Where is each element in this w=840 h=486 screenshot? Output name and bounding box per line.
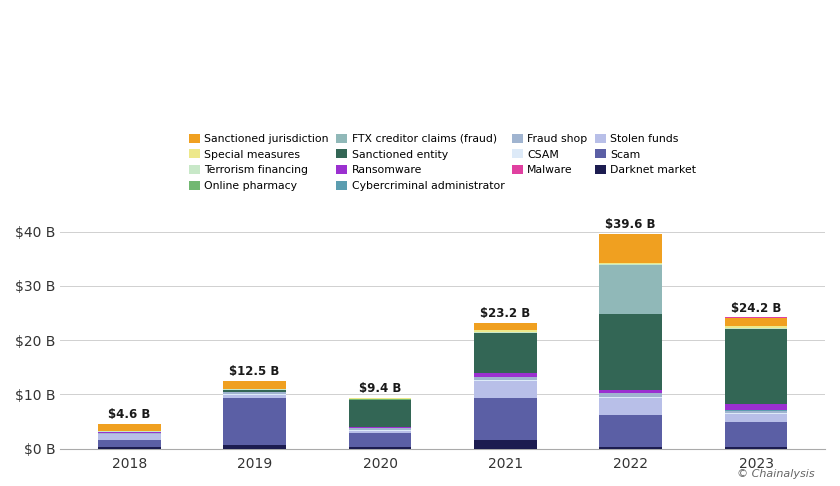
Bar [600,394,662,397]
Text: $39.6 B: $39.6 B [606,218,656,231]
Legend: Sanctioned jurisdiction, Special measures, Terrorism financing, Online pharmacy,: Sanctioned jurisdiction, Special measure… [185,129,701,195]
Bar [474,331,537,333]
Bar [725,328,787,329]
Bar [725,404,787,410]
Bar [223,392,286,395]
Bar [600,234,662,263]
Text: $9.4 B: $9.4 B [359,382,402,395]
Bar [600,313,662,390]
Bar [98,447,160,449]
Bar [98,431,160,432]
Bar [98,434,160,440]
Bar [725,410,787,411]
Bar [223,395,286,398]
Bar [725,414,787,422]
Bar [474,373,537,377]
Bar [349,430,412,431]
Bar [600,447,662,449]
Bar [98,424,160,431]
Bar [600,263,662,264]
Bar [600,390,662,393]
Bar [223,381,286,389]
Bar [474,377,537,380]
Text: $4.6 B: $4.6 B [108,408,150,421]
Text: © Chainalysis: © Chainalysis [738,469,815,479]
Bar [349,400,412,427]
Bar [223,389,286,390]
Bar [223,445,286,449]
Bar [474,323,537,330]
Bar [474,381,537,398]
Bar [474,333,537,373]
Bar [600,415,662,447]
Bar [725,422,787,447]
Bar [223,390,286,392]
Bar [349,433,412,447]
Text: $24.2 B: $24.2 B [731,302,781,315]
Text: $12.5 B: $12.5 B [229,365,280,379]
Bar [349,398,412,399]
Bar [474,380,537,381]
Bar [349,431,412,433]
Bar [600,398,662,415]
Bar [600,264,662,265]
Bar [725,327,787,328]
Bar [600,397,662,398]
Bar [223,398,286,445]
Bar [474,398,537,439]
Bar [725,411,787,414]
Bar [474,439,537,449]
Bar [725,318,787,327]
Bar [474,330,537,331]
Bar [725,447,787,449]
Bar [98,440,160,447]
Bar [725,329,787,404]
Text: $23.2 B: $23.2 B [480,307,531,320]
Bar [349,428,412,430]
Bar [98,433,160,434]
Bar [349,447,412,449]
Bar [349,427,412,428]
Bar [98,432,160,433]
Bar [600,265,662,313]
